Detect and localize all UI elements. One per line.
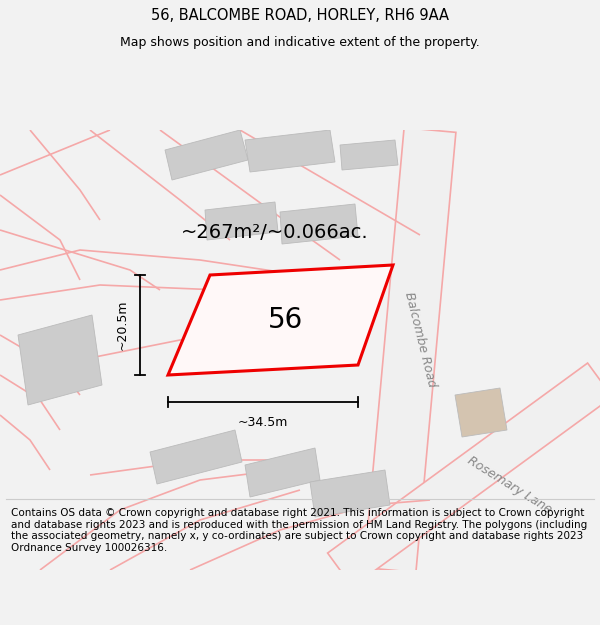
Polygon shape — [455, 388, 507, 437]
Text: Balcombe Road: Balcombe Road — [402, 291, 438, 389]
Polygon shape — [150, 430, 242, 484]
Text: 56, BALCOMBE ROAD, HORLEY, RH6 9AA: 56, BALCOMBE ROAD, HORLEY, RH6 9AA — [151, 8, 449, 23]
Text: 56: 56 — [268, 306, 302, 334]
Text: ~267m²/~0.066ac.: ~267m²/~0.066ac. — [181, 222, 369, 241]
Polygon shape — [364, 127, 456, 572]
Polygon shape — [245, 448, 320, 497]
Polygon shape — [18, 315, 102, 405]
Polygon shape — [280, 204, 358, 244]
Polygon shape — [328, 363, 600, 587]
Polygon shape — [205, 202, 278, 240]
Polygon shape — [310, 470, 390, 517]
Text: Contains OS data © Crown copyright and database right 2021. This information is : Contains OS data © Crown copyright and d… — [11, 508, 587, 552]
Text: Rosemary Lane: Rosemary Lane — [466, 454, 554, 516]
Polygon shape — [168, 265, 393, 375]
Polygon shape — [245, 130, 335, 172]
Polygon shape — [340, 140, 398, 170]
Text: ~20.5m: ~20.5m — [115, 300, 128, 350]
Text: Map shows position and indicative extent of the property.: Map shows position and indicative extent… — [120, 36, 480, 49]
Text: ~34.5m: ~34.5m — [238, 416, 288, 429]
Polygon shape — [165, 130, 248, 180]
